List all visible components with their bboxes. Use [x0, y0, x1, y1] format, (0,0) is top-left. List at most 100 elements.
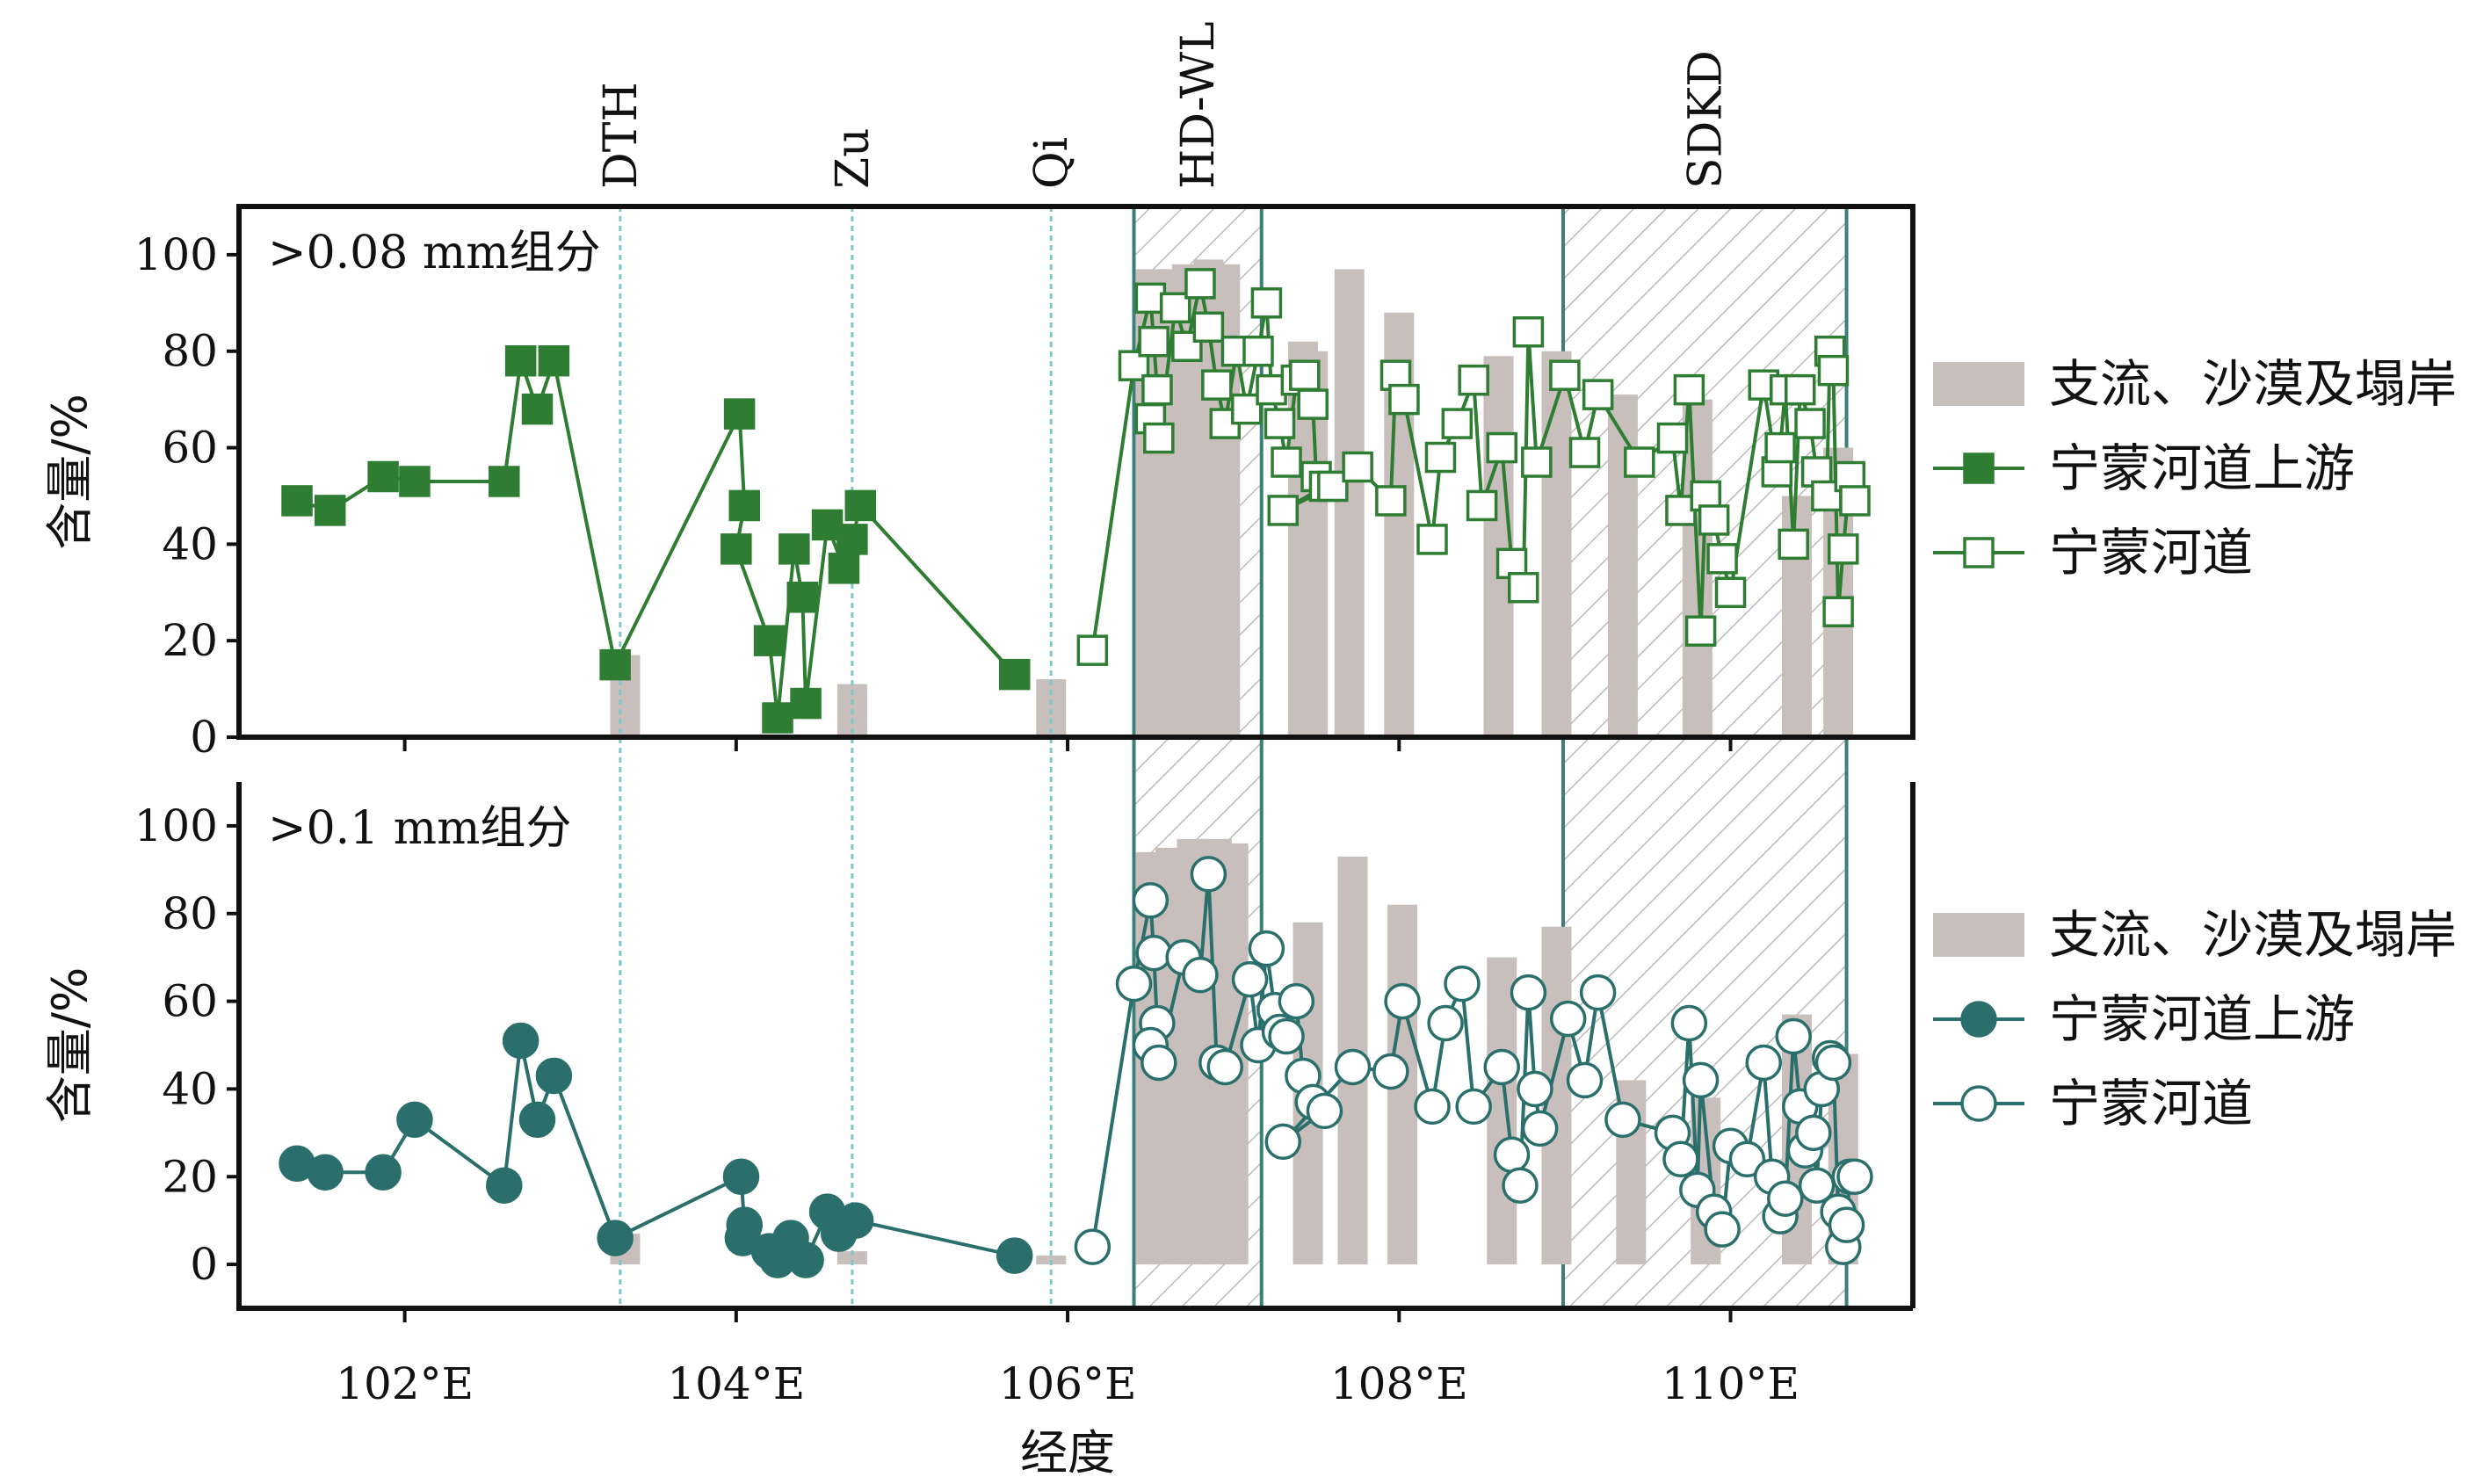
data-point	[1388, 383, 1420, 416]
data-point	[1568, 437, 1601, 468]
data-point	[1624, 446, 1655, 478]
data-point	[1521, 446, 1553, 478]
data-point	[1549, 1000, 1587, 1038]
y-tick-label: 20	[162, 615, 218, 666]
data-point	[1764, 431, 1796, 464]
y-tick-label: 80	[162, 888, 218, 939]
data-point	[1579, 974, 1617, 1011]
data-point	[504, 344, 537, 377]
data-point	[1775, 1017, 1812, 1055]
legend-swatch-bars	[1933, 913, 2024, 957]
data-point	[597, 1220, 634, 1256]
data-point	[1271, 446, 1302, 478]
data-point	[1795, 1114, 1832, 1152]
data-point	[790, 687, 822, 720]
y-tick-label: 60	[162, 976, 218, 1027]
data-point	[1264, 1123, 1302, 1161]
data-point	[1256, 373, 1287, 406]
bar	[1036, 679, 1067, 737]
data-point	[1493, 1136, 1531, 1174]
data-point	[1798, 1167, 1836, 1204]
data-point	[1297, 388, 1329, 420]
y-tick-label: 100	[134, 229, 218, 280]
data-point	[1828, 533, 1859, 565]
data-point	[1190, 856, 1227, 893]
data-point	[762, 702, 793, 734]
series-line	[296, 354, 1017, 719]
y-axis-label: 含量/%	[42, 394, 98, 550]
data-point	[1684, 615, 1717, 647]
reference-label: DTH	[595, 82, 648, 189]
reference-label: Qi	[1025, 137, 1078, 189]
legend-marker	[1960, 1001, 1997, 1038]
data-point	[367, 460, 399, 493]
data-point	[1512, 316, 1545, 348]
y-tick-label: 40	[162, 1063, 218, 1114]
legend-label: 宁蒙河道上游	[2049, 438, 2355, 498]
data-point	[1656, 422, 1689, 454]
data-point	[518, 1101, 556, 1139]
y-tick-label: 0	[190, 1239, 218, 1290]
data-point	[1458, 364, 1489, 396]
data-point	[1502, 1167, 1539, 1204]
panel-label: >0.08 mm组分	[268, 227, 601, 279]
data-point	[1682, 1061, 1720, 1099]
data-point	[1115, 965, 1153, 1003]
data-point	[721, 533, 752, 565]
bar	[1483, 356, 1514, 737]
data-point	[1455, 1088, 1492, 1126]
data-point	[1698, 504, 1730, 536]
legend-label: 支流、沙漠及塌岸	[2049, 905, 2457, 965]
data-point	[1076, 634, 1109, 666]
region-label: SDKD	[1679, 50, 1732, 189]
x-tick-label: 108°E	[1330, 1358, 1468, 1409]
bar	[1334, 269, 1365, 737]
data-point	[1817, 354, 1850, 387]
data-point	[1231, 393, 1263, 425]
data-point	[1250, 287, 1283, 319]
data-point	[1521, 1110, 1559, 1147]
data-point	[778, 533, 810, 565]
data-point	[535, 1057, 573, 1095]
data-point	[828, 553, 860, 584]
data-point	[1138, 325, 1169, 358]
y-tick-label: 60	[162, 423, 218, 474]
data-point	[1334, 1048, 1372, 1086]
data-point	[836, 1202, 874, 1239]
data-point	[486, 1167, 523, 1204]
data-point	[1549, 359, 1581, 391]
data-point	[396, 1101, 433, 1139]
panel-label: >0.1 mm组分	[268, 802, 571, 855]
data-point	[1141, 373, 1173, 406]
data-point	[1670, 1004, 1708, 1042]
x-tick-label: 106°E	[999, 1358, 1137, 1409]
bar	[1487, 957, 1517, 1265]
data-point	[1135, 934, 1172, 972]
bar	[836, 1251, 867, 1265]
data-point	[722, 1158, 760, 1195]
data-point	[1206, 1048, 1244, 1086]
data-point	[1706, 543, 1738, 575]
x-axis-label: 经度	[1020, 1425, 1115, 1480]
data-point	[1582, 379, 1614, 410]
data-point	[1517, 1070, 1553, 1108]
y-tick-label: 20	[162, 1151, 218, 1202]
data-point	[1814, 1044, 1852, 1082]
data-point	[1132, 882, 1169, 919]
data-point	[1778, 528, 1809, 561]
data-point	[1427, 1004, 1464, 1042]
data-point	[1201, 369, 1233, 401]
data-point	[1566, 1061, 1604, 1099]
data-point	[1414, 1088, 1451, 1126]
data-point	[844, 489, 877, 522]
data-point	[1268, 1017, 1305, 1055]
data-point	[1604, 1101, 1641, 1139]
data-point	[1289, 359, 1321, 391]
legend-marker	[1963, 537, 1995, 568]
data-point	[1372, 1053, 1409, 1090]
data-point	[1466, 489, 1498, 522]
data-point	[521, 393, 554, 425]
data-point	[365, 1154, 402, 1191]
data-point	[1306, 1092, 1343, 1130]
legend-swatch-bars	[1933, 362, 2024, 406]
